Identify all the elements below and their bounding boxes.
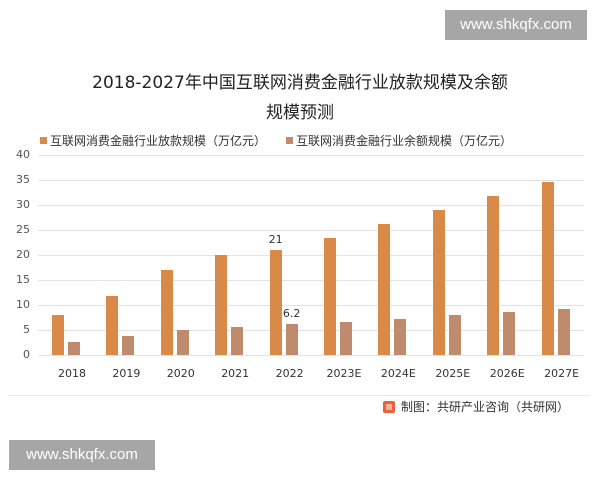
- x-tick-label: 2023E: [326, 367, 362, 380]
- y-tick-label: 10: [16, 298, 30, 311]
- source-divider: [8, 395, 590, 396]
- bar-loan: [324, 237, 336, 355]
- source-caption: 制图：共研产业咨询（共研网）: [383, 398, 569, 415]
- bar-balance: [122, 335, 135, 355]
- data-label: 21: [268, 233, 283, 246]
- y-tick-label: 25: [16, 223, 30, 236]
- gridline: [38, 205, 584, 206]
- bar-balance: [557, 308, 570, 355]
- gridline: [38, 280, 584, 281]
- chart-legend: 互联网消费金融行业放款规模（万亿元） 互联网消费金融行业余额规模（万亿元）: [40, 132, 600, 149]
- bar-balance: [231, 326, 244, 355]
- bar-balance: [394, 318, 407, 355]
- x-tick-label: 2024E: [380, 367, 416, 380]
- bar-loan: [106, 295, 119, 355]
- x-tick-label: 2025E: [435, 367, 471, 380]
- chart-title: 2018-2027年中国互联网消费金融行业放款规模及余额 规模预测: [0, 68, 600, 128]
- bar-loan: [160, 270, 173, 355]
- legend-item-loan: 互联网消费金融行业放款规模（万亿元）: [40, 132, 266, 149]
- bar-loan: [487, 196, 500, 355]
- y-tick-label: 5: [23, 323, 30, 336]
- x-tick-label: 2020: [166, 367, 195, 380]
- legend-swatch-loan: [40, 137, 47, 144]
- gridline: [38, 305, 584, 306]
- x-tick-label: 2021: [221, 367, 250, 380]
- gridline: [38, 330, 584, 331]
- y-tick-label: 20: [16, 248, 30, 261]
- bar-loan: [541, 181, 554, 355]
- source-text: 制图：共研产业咨询（共研网）: [401, 400, 570, 414]
- bar-balance: [503, 311, 516, 355]
- watermark-top: www.shkqfx.com: [445, 10, 587, 40]
- chart-title-line-1: 2018-2027年中国互联网消费金融行业放款规模及余额: [92, 73, 508, 93]
- x-tick-label: 2022: [275, 367, 304, 380]
- bar-balance: [448, 314, 461, 355]
- x-tick-label: 2019: [112, 367, 141, 380]
- bar-balance: [285, 324, 298, 355]
- legend-swatch-balance: [286, 137, 294, 144]
- bar-balance: [176, 329, 189, 355]
- bar-loan: [432, 210, 445, 355]
- bar-loan: [269, 250, 282, 355]
- gridline: [38, 230, 584, 231]
- x-tick-label: 2027E: [544, 367, 580, 380]
- legend-item-balance: 互联网消费金融行业余额规模（万亿元）: [286, 132, 512, 149]
- bar-balance: [340, 321, 352, 355]
- legend-label-balance: 互联网消费金融行业余额规模（万亿元）: [296, 134, 513, 148]
- x-tick-label: 2026E: [489, 367, 525, 380]
- data-label: 6.2: [282, 307, 301, 320]
- x-tick-label: 2018: [58, 367, 86, 380]
- gridline: [38, 255, 584, 256]
- y-tick-label: 30: [16, 198, 30, 211]
- legend-label-loan: 互联网消费金融行业放款规模（万亿元）: [50, 134, 267, 148]
- y-tick-label: 35: [16, 173, 30, 186]
- bar-balance: [68, 341, 80, 355]
- gridline: [38, 155, 584, 156]
- y-tick-label: 40: [16, 148, 30, 161]
- gridline: [38, 180, 584, 181]
- source-logo-icon: [383, 400, 395, 413]
- gridline: [38, 355, 584, 356]
- y-tick-label: 15: [16, 273, 30, 286]
- bar-loan: [378, 223, 391, 355]
- bar-loan: [52, 314, 64, 355]
- bar-loan: [215, 255, 228, 355]
- y-tick-label: 0: [23, 348, 30, 361]
- watermark-bottom: www.shkqfx.com: [9, 440, 155, 470]
- chart-title-line-2: 规模预测: [266, 103, 334, 123]
